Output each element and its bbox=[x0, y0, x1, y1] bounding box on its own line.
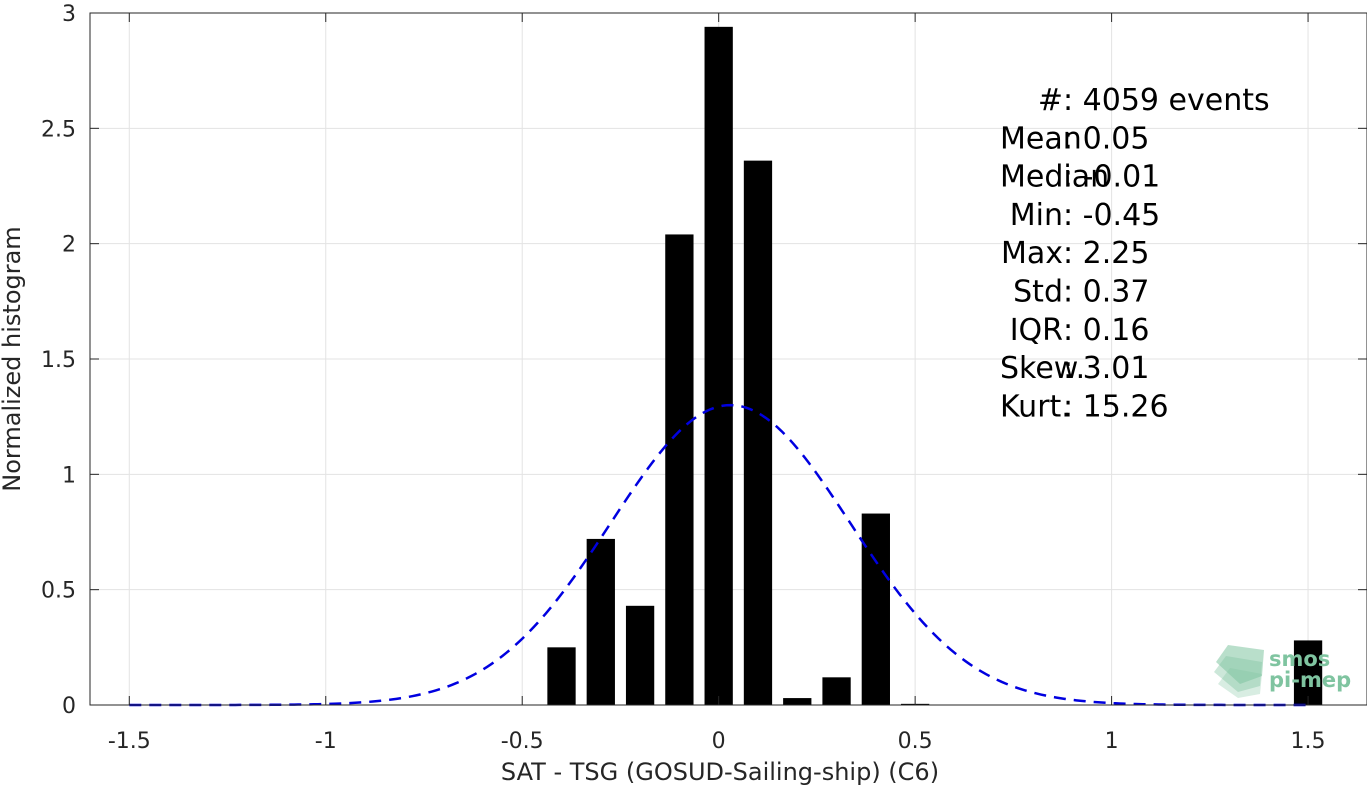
y-tick-label-3: 1.5 bbox=[41, 348, 76, 373]
stat-label-3: Min bbox=[1010, 198, 1063, 233]
smos-pi-mep-logo: smos pi-mep bbox=[1214, 645, 1351, 698]
stat-label-0: # bbox=[1038, 83, 1063, 118]
x-tick-label-0: -1.5 bbox=[108, 729, 151, 754]
stat-label-5: Std bbox=[1013, 275, 1063, 310]
histogram-bar-2 bbox=[625, 605, 655, 705]
y-tick-label-0: 0 bbox=[62, 694, 76, 719]
y-tick-label-6: 3 bbox=[62, 2, 76, 27]
y-axis-title: Normalized histogram bbox=[0, 226, 26, 491]
x-tick-label-4: 0.5 bbox=[898, 729, 933, 754]
stat-label-2: Median bbox=[1000, 160, 1109, 195]
stat-label-4: Max bbox=[1001, 236, 1063, 271]
y-tick-label-2: 1 bbox=[62, 463, 76, 488]
histogram-bar-10 bbox=[1293, 640, 1323, 705]
stat-value-6: : 0.16 bbox=[1063, 313, 1149, 348]
logo-line-pi-mep: pi-mep bbox=[1269, 668, 1351, 692]
stat-label-1: Mean bbox=[1000, 121, 1082, 156]
histogram-bar-3 bbox=[665, 234, 694, 705]
histogram-bar-4 bbox=[704, 26, 733, 705]
stat-value-3: : -0.45 bbox=[1063, 198, 1160, 233]
stat-value-0: : 4059 events bbox=[1063, 83, 1270, 118]
stat-value-1: : 0.05 bbox=[1063, 121, 1149, 156]
x-axis-title: SAT - TSG (GOSUD-Sailing-ship) (C6) bbox=[501, 758, 939, 786]
x-tick-labels: -1.5 -1 -0.5 0 0.5 1 1.5 bbox=[108, 729, 1326, 754]
histogram-bar-5 bbox=[743, 160, 773, 706]
x-tick-label-6: 1.5 bbox=[1291, 729, 1326, 754]
stat-value-8: : 15.26 bbox=[1063, 389, 1169, 424]
axis-ticks bbox=[90, 12, 1367, 706]
histogram-bar-7 bbox=[822, 677, 851, 705]
y-tick-label-5: 2.5 bbox=[41, 117, 76, 142]
histogram-bars bbox=[547, 26, 1323, 706]
x-tick-label-3: 0 bbox=[712, 729, 726, 754]
stat-label-8: Kurt. bbox=[1000, 389, 1071, 424]
stat-value-4: : 2.25 bbox=[1063, 236, 1149, 271]
x-tick-label-2: -0.5 bbox=[501, 729, 544, 754]
logo-waves-icon bbox=[1214, 645, 1264, 698]
x-tick-label-1: -1 bbox=[315, 729, 337, 754]
y-tick-labels: 0 0.5 1 1.5 2 2.5 3 bbox=[41, 2, 76, 719]
x-tick-label-5: 1 bbox=[1105, 729, 1119, 754]
histogram-bar-1 bbox=[586, 538, 615, 705]
histogram-bar-8 bbox=[861, 513, 890, 705]
logo-line-smos: smos bbox=[1269, 647, 1330, 671]
y-tick-label-1: 0.5 bbox=[41, 579, 76, 604]
histogram-bar-6 bbox=[783, 698, 812, 705]
histogram-bar-0 bbox=[547, 647, 576, 705]
stat-label-7: Skew. bbox=[1000, 351, 1085, 386]
y-tick-label-4: 2 bbox=[62, 233, 76, 258]
stat-value-5: : 0.37 bbox=[1063, 275, 1149, 310]
stat-label-6: IQR bbox=[1010, 313, 1063, 348]
stat-value-7: : 3.01 bbox=[1063, 351, 1149, 386]
stat-value-2: : -0.01 bbox=[1063, 160, 1160, 195]
